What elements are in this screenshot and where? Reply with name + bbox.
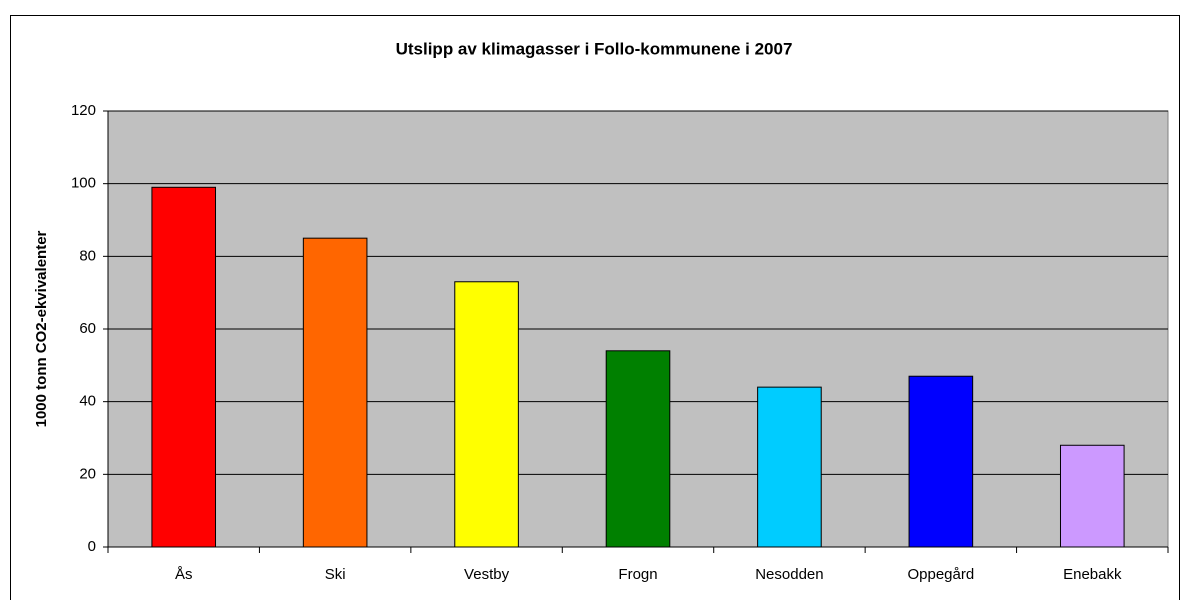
x-tick-label: Vestby xyxy=(464,566,510,583)
bar xyxy=(454,281,519,548)
chart-title: Utslipp av klimagasser i Follo-kommunene… xyxy=(396,39,793,58)
x-tick-label: Ski xyxy=(325,566,346,583)
y-tick-label: 80 xyxy=(79,247,96,264)
bar xyxy=(1059,444,1125,548)
y-tick-label: 0 xyxy=(88,538,96,555)
x-tick-label: Ås xyxy=(175,566,193,583)
y-tick-label: 40 xyxy=(79,393,96,410)
y-axis-label: 1000 tonn CO2-ekvivalenter xyxy=(33,230,50,427)
y-tick-label: 100 xyxy=(71,175,96,192)
x-tick-label: Frogn xyxy=(618,566,657,583)
y-tick-label: 20 xyxy=(79,465,96,482)
x-tick-label: Oppegård xyxy=(907,566,974,583)
bar xyxy=(757,386,822,548)
x-tick-label: Enebakk xyxy=(1063,566,1122,583)
bar xyxy=(605,350,671,548)
y-tick-label: 60 xyxy=(79,320,96,337)
bar xyxy=(908,375,974,548)
y-tick-label: 120 xyxy=(71,102,96,119)
bar xyxy=(151,186,217,548)
x-tick-label: Nesodden xyxy=(755,566,823,583)
bar xyxy=(302,237,368,548)
